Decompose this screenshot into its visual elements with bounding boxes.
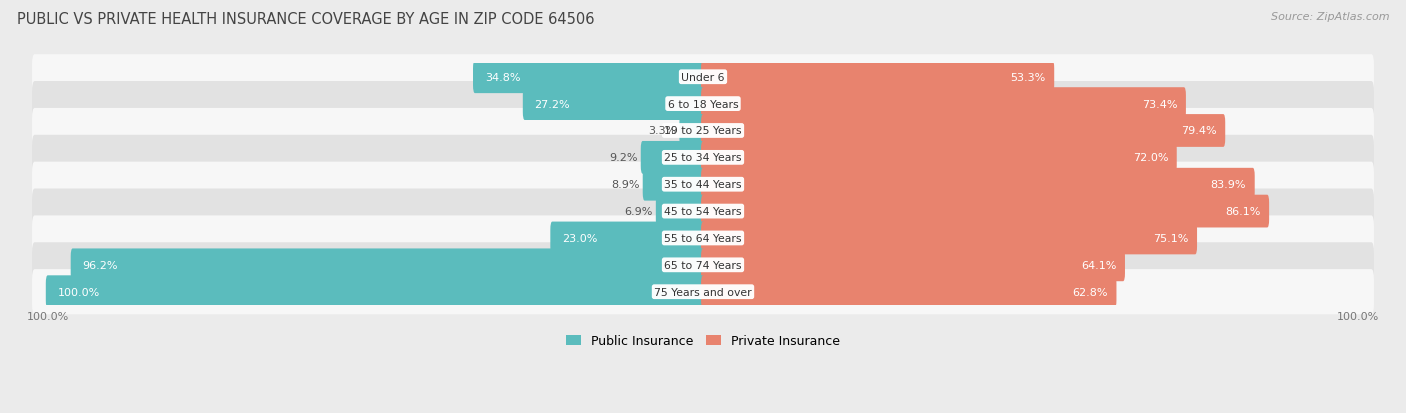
Text: 35 to 44 Years: 35 to 44 Years (664, 180, 742, 190)
FancyBboxPatch shape (702, 222, 1197, 255)
Text: 64.1%: 64.1% (1081, 260, 1116, 270)
FancyBboxPatch shape (32, 269, 1374, 315)
Text: 73.4%: 73.4% (1142, 100, 1177, 109)
Text: PUBLIC VS PRIVATE HEALTH INSURANCE COVERAGE BY AGE IN ZIP CODE 64506: PUBLIC VS PRIVATE HEALTH INSURANCE COVER… (17, 12, 595, 27)
FancyBboxPatch shape (32, 55, 1374, 100)
FancyBboxPatch shape (643, 169, 704, 201)
FancyBboxPatch shape (679, 115, 704, 147)
FancyBboxPatch shape (32, 216, 1374, 261)
Text: 72.0%: 72.0% (1133, 153, 1168, 163)
Text: 83.9%: 83.9% (1211, 180, 1246, 190)
FancyBboxPatch shape (32, 243, 1374, 288)
FancyBboxPatch shape (702, 169, 1254, 201)
Text: 25 to 34 Years: 25 to 34 Years (664, 153, 742, 163)
Text: 62.8%: 62.8% (1073, 287, 1108, 297)
FancyBboxPatch shape (655, 195, 704, 228)
Text: 6.9%: 6.9% (624, 206, 652, 216)
Text: 8.9%: 8.9% (612, 180, 640, 190)
Text: 86.1%: 86.1% (1225, 206, 1261, 216)
FancyBboxPatch shape (702, 142, 1177, 174)
FancyBboxPatch shape (702, 88, 1185, 121)
Text: 96.2%: 96.2% (83, 260, 118, 270)
FancyBboxPatch shape (32, 189, 1374, 234)
Text: 75.1%: 75.1% (1153, 233, 1188, 243)
Text: 34.8%: 34.8% (485, 73, 520, 83)
Text: 23.0%: 23.0% (562, 233, 598, 243)
FancyBboxPatch shape (641, 142, 704, 174)
FancyBboxPatch shape (32, 109, 1374, 154)
Text: 75 Years and over: 75 Years and over (654, 287, 752, 297)
Text: 6 to 18 Years: 6 to 18 Years (668, 100, 738, 109)
FancyBboxPatch shape (46, 275, 704, 309)
FancyBboxPatch shape (702, 249, 1125, 282)
Text: 100.0%: 100.0% (58, 287, 100, 297)
Text: 53.3%: 53.3% (1011, 73, 1046, 83)
Text: 65 to 74 Years: 65 to 74 Years (664, 260, 742, 270)
FancyBboxPatch shape (702, 115, 1225, 147)
Text: 79.4%: 79.4% (1181, 126, 1216, 136)
FancyBboxPatch shape (523, 88, 704, 121)
FancyBboxPatch shape (32, 82, 1374, 127)
Text: Source: ZipAtlas.com: Source: ZipAtlas.com (1271, 12, 1389, 22)
FancyBboxPatch shape (702, 275, 1116, 309)
Text: 19 to 25 Years: 19 to 25 Years (664, 126, 742, 136)
Text: 3.3%: 3.3% (648, 126, 676, 136)
FancyBboxPatch shape (550, 222, 704, 255)
Text: 9.2%: 9.2% (609, 153, 637, 163)
FancyBboxPatch shape (702, 61, 1054, 94)
Text: Under 6: Under 6 (682, 73, 724, 83)
Text: 55 to 64 Years: 55 to 64 Years (664, 233, 742, 243)
Text: 45 to 54 Years: 45 to 54 Years (664, 206, 742, 216)
FancyBboxPatch shape (702, 195, 1270, 228)
FancyBboxPatch shape (472, 61, 704, 94)
FancyBboxPatch shape (32, 162, 1374, 207)
Text: 27.2%: 27.2% (534, 100, 571, 109)
Legend: Public Insurance, Private Insurance: Public Insurance, Private Insurance (561, 329, 845, 352)
FancyBboxPatch shape (70, 249, 704, 282)
FancyBboxPatch shape (32, 135, 1374, 180)
